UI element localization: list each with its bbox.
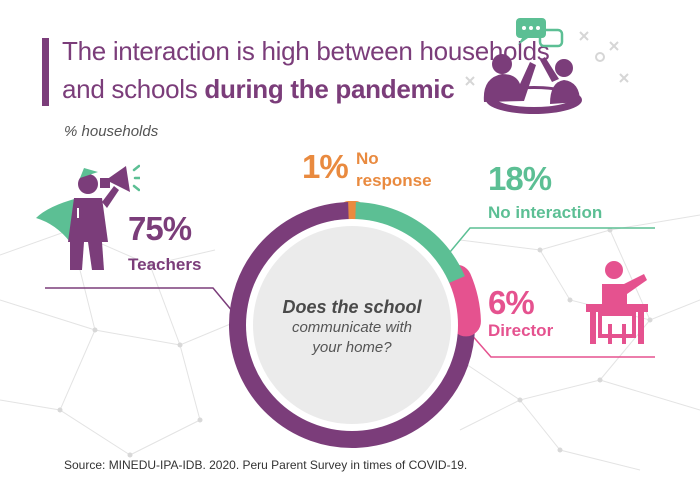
teachers-leader-line	[45, 287, 239, 319]
teacher-megaphone-icon	[36, 164, 140, 270]
director-category-label: Director	[488, 321, 554, 340]
director-slice	[441, 264, 481, 337]
subtitle: % households	[64, 123, 159, 140]
source-note: Source: MINEDU-IPA-IDB. 2020. Peru Paren…	[64, 458, 468, 472]
director-desk-icon	[586, 261, 648, 344]
title-line-2-regular: and schools	[62, 74, 205, 104]
page-title: The interaction is high between househol…	[62, 32, 550, 108]
no-response-label-line-1: No	[356, 149, 379, 168]
donut-inner-disc	[253, 226, 451, 424]
no-interaction-category-label: No interaction	[488, 203, 603, 222]
center-question: Does the school	[282, 297, 422, 317]
title-line-2-bold: during the pandemic	[204, 74, 455, 104]
teachers-category-label: Teachers	[128, 255, 202, 274]
teachers-slice	[229, 202, 475, 448]
no-interaction-slice	[355, 202, 465, 284]
title-accent-bar	[42, 38, 49, 106]
no-interaction-leader-line	[449, 227, 655, 253]
title-line-1: The interaction is high between househol…	[62, 36, 550, 66]
no-response-percent-label: 1%	[302, 148, 349, 185]
director-leader-line	[469, 332, 655, 358]
no-response-label-line-2: response	[356, 171, 432, 190]
meeting-chat-icon	[465, 18, 629, 114]
donut-center-text: Does the school communicate with your ho…	[262, 296, 442, 358]
center-line-2: communicate with	[291, 319, 413, 336]
no-interaction-percent-label: 18%	[488, 160, 552, 197]
teachers-percent-label: 75%	[128, 210, 192, 247]
director-percent-label: 6%	[488, 284, 535, 321]
center-line-3: your home?	[312, 339, 392, 356]
